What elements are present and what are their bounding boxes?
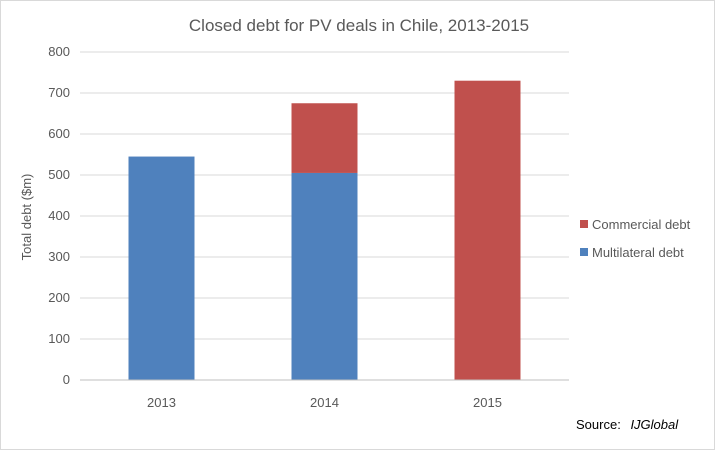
axes: 0 100 200 300 400 500 600 700 800 2013 2014 2015	[48, 44, 569, 410]
legend-label-multilateral-debt: Multilateral debt	[592, 245, 684, 260]
bar-multilateral-debt-2013	[128, 156, 195, 380]
y-tick-label: 700	[48, 85, 70, 100]
y-tick-label: 600	[48, 126, 70, 141]
legend-swatch-commercial-debt	[580, 220, 588, 228]
x-tick-label: 2015	[473, 395, 502, 410]
y-axis-title: Total debt ($m)	[19, 174, 34, 261]
y-tick-label: 800	[48, 44, 70, 59]
source-label: Source:	[576, 417, 621, 432]
x-tick-label: 2013	[147, 395, 176, 410]
y-tick-label: 300	[48, 249, 70, 264]
y-tick-label: 100	[48, 331, 70, 346]
bar-commercial-debt-2014	[291, 103, 358, 173]
chart-title: Closed debt for PV deals in Chile, 2013-…	[189, 16, 529, 35]
y-tick-label: 0	[63, 372, 70, 387]
source-note: Source: IJGlobal	[576, 417, 679, 432]
y-tick-label: 400	[48, 208, 70, 223]
y-tick-label: 500	[48, 167, 70, 182]
bar-commercial-debt-2015	[454, 80, 521, 380]
y-tick-label: 200	[48, 290, 70, 305]
legend-swatch-multilateral-debt	[580, 248, 588, 256]
legend: Commercial debt Multilateral debt	[580, 217, 691, 260]
source-name: IJGlobal	[630, 417, 679, 432]
bar-multilateral-debt-2014	[291, 172, 358, 380]
legend-label-commercial-debt: Commercial debt	[592, 217, 691, 232]
x-tick-label: 2014	[310, 395, 339, 410]
bars	[128, 80, 521, 380]
